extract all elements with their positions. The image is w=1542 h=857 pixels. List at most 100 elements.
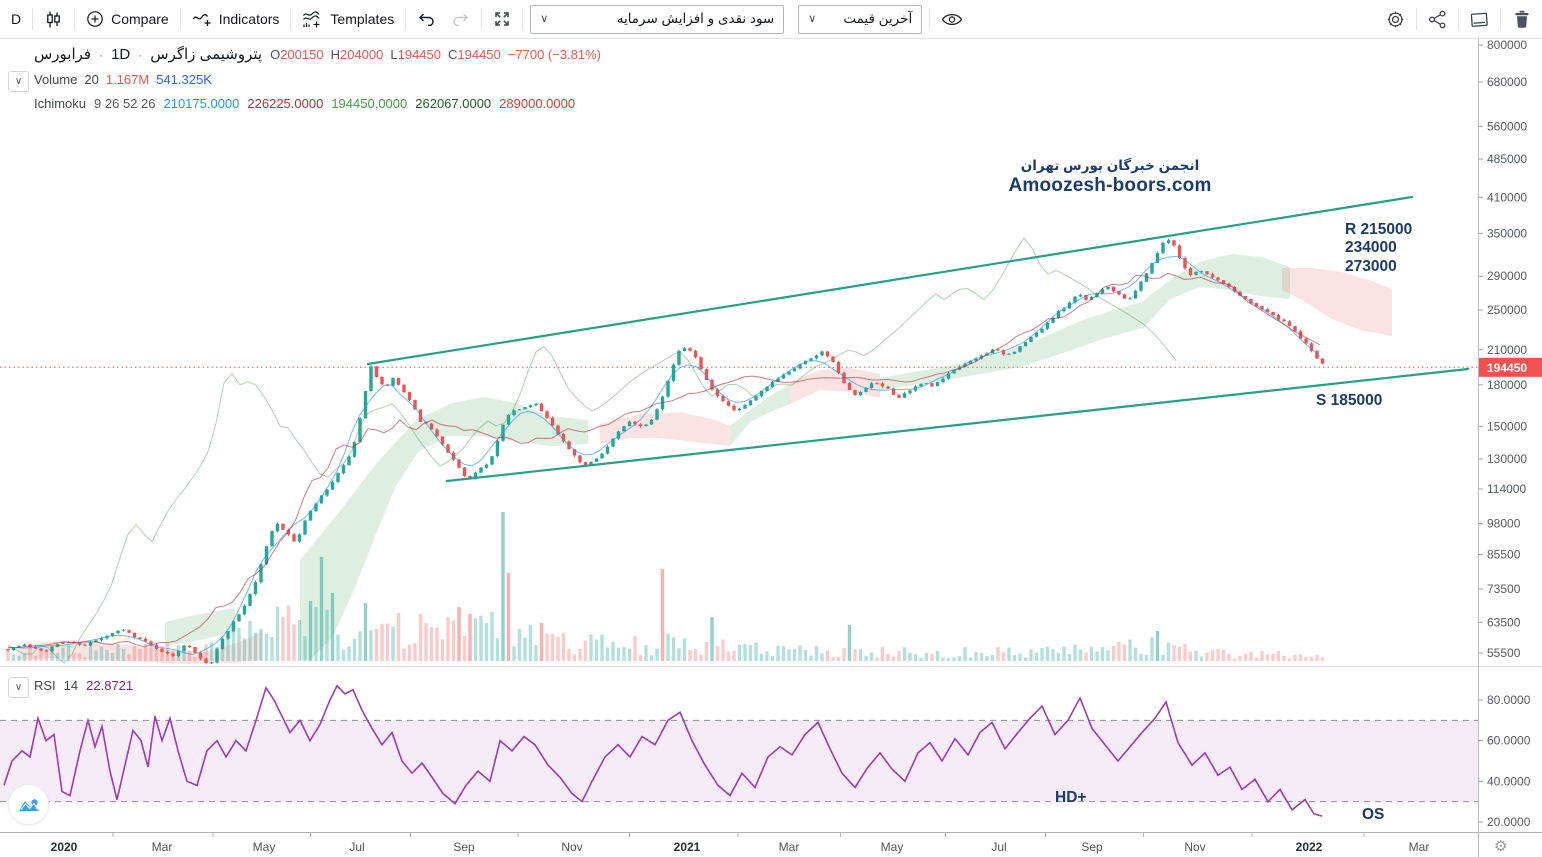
redo-button[interactable] (448, 0, 481, 38)
undo-button[interactable] (406, 0, 448, 38)
adjustments-dropdown[interactable]: ∨ سود نقدی و افزایش سرمایه (530, 4, 785, 34)
svg-text:410000: 410000 (1487, 190, 1527, 204)
volume-collapse-button[interactable]: ∨ (8, 71, 29, 92)
time-axis-settings-icon[interactable]: ⚙ (1494, 838, 1508, 855)
delete-button[interactable] (1501, 0, 1542, 38)
compare-label: Compare (111, 11, 169, 27)
indicators-label: Indicators (218, 11, 280, 27)
snapshot-button[interactable] (1459, 0, 1500, 38)
rsi-os-annotation[interactable]: OS (1362, 806, 1384, 824)
support-annotation[interactable]: S 185000 (1316, 392, 1382, 410)
open-label: O (270, 47, 281, 62)
fullscreen-button[interactable] (482, 0, 522, 38)
gear-icon (1386, 10, 1405, 29)
toolbar-separator (1458, 8, 1459, 30)
svg-text:680000: 680000 (1487, 75, 1527, 89)
svg-text:Mar: Mar (1409, 840, 1430, 854)
svg-text:290000: 290000 (1487, 269, 1527, 283)
svg-text:180000: 180000 (1487, 378, 1527, 392)
interval-button[interactable]: D (0, 0, 32, 38)
ichimoku-tenkan-value: 210175.0000 (163, 96, 240, 111)
rsi-collapse-button[interactable]: ∨ (8, 677, 29, 698)
exchange-name: فرابورس (34, 46, 92, 63)
chevron-down-icon: ∨ (540, 12, 549, 25)
svg-text:Nov: Nov (1184, 840, 1205, 854)
redo-icon (450, 12, 470, 26)
rsi-hd-label: HD+ (1055, 789, 1087, 806)
svg-text:2020: 2020 (51, 840, 78, 854)
svg-text:114000: 114000 (1487, 482, 1526, 496)
share-button[interactable] (1417, 0, 1458, 38)
price-mode-dropdown-value: آخرین قیمت (843, 11, 913, 26)
hide-drawings-button[interactable] (930, 0, 974, 38)
legend-separator: · (138, 48, 143, 62)
ichimoku-senkou-a-value: 262067.0000 (415, 96, 492, 111)
ichimoku-senkou-b-value: 289000.0000 (499, 96, 576, 111)
svg-text:Jul: Jul (349, 840, 364, 854)
svg-text:350000: 350000 (1487, 226, 1527, 240)
rsi-legend[interactable]: RSI 14 22.8721 (34, 678, 133, 693)
toolbar-separator (405, 8, 407, 30)
broker-logo (9, 785, 48, 824)
resistance-annotation[interactable]: R 215000 234000 273000 (1345, 221, 1412, 276)
support-level: S 185000 (1316, 392, 1383, 409)
rsi-os-label: OS (1362, 806, 1385, 823)
compare-icon (86, 10, 104, 28)
toolbar-separator (179, 8, 181, 30)
close-label: C (448, 47, 458, 62)
chevron-down-icon: ∨ (14, 682, 23, 693)
ichimoku-legend[interactable]: Ichimoku 9 26 52 26 210175.0000 226225.0… (34, 96, 575, 111)
resistance-level-1: R 215000 (1345, 221, 1413, 238)
price-mode-dropdown[interactable]: ∨ آخرین قیمت (798, 4, 923, 34)
toolbar-separator (1416, 8, 1417, 30)
ichimoku-indicator-name: Ichimoku (34, 96, 87, 111)
volume-indicator-name: Volume (34, 72, 78, 87)
settings-button[interactable] (1375, 0, 1416, 38)
rsi-length: 14 (63, 678, 79, 693)
svg-text:130000: 130000 (1487, 452, 1527, 466)
svg-text:Sep: Sep (1081, 840, 1103, 854)
resistance-level-2: 234000 (1345, 239, 1397, 257)
fullscreen-icon (493, 10, 511, 28)
low-value: 194450 (397, 47, 441, 62)
symbol-legend[interactable]: فرابورس · 1D · پتروشیمی زاگرس O200150 H2… (34, 45, 601, 63)
volume-ma-value: 1.167M (105, 72, 150, 87)
svg-text:194450: 194450 (1487, 361, 1527, 375)
rsi-hd-annotation[interactable]: HD+ (1055, 789, 1086, 807)
svg-text:May: May (253, 840, 276, 854)
toolbar-separator (1500, 8, 1501, 30)
symbol-name: پتروشیمی زاگرس (150, 46, 263, 63)
svg-text:Sep: Sep (453, 840, 475, 854)
ichimoku-kijun-value: 226225.0000 (247, 96, 324, 111)
ohlc-values: O200150 H204000 L194450 C194450 −7700 (−… (270, 47, 601, 62)
volume-value: 541.325K (156, 72, 212, 87)
svg-text:55500: 55500 (1487, 646, 1521, 660)
templates-button[interactable]: Templates (291, 0, 405, 38)
toolbar-separator (929, 8, 931, 30)
svg-text:63500: 63500 (1487, 615, 1521, 629)
ichimoku-params: 9 26 52 26 (94, 96, 156, 111)
resistance-level-3: 273000 (1345, 257, 1397, 275)
ichimoku-chikou-value: 194450.0000 (331, 96, 408, 111)
chevron-down-icon: ∨ (808, 12, 817, 25)
svg-text:150000: 150000 (1487, 419, 1527, 433)
low-label: L (390, 47, 398, 62)
svg-text:80.0000: 80.0000 (1487, 693, 1531, 707)
templates-label: Templates (330, 11, 395, 27)
svg-text:2021: 2021 (674, 840, 701, 854)
rsi-value: 22.8721 (86, 678, 134, 693)
change-value: −7700 (−3.81%) (507, 47, 602, 62)
watermark-persian-line: انجمن خبرگان بورس تهران (1020, 158, 1200, 173)
interval-label: D (11, 11, 22, 27)
volume-legend[interactable]: Volume 20 1.167M 541.325K (34, 72, 212, 87)
indicators-button[interactable]: Indicators (181, 0, 291, 38)
interval-value: 1D (111, 46, 131, 63)
candlestick-icon (44, 10, 63, 29)
snapshot-icon (1469, 10, 1490, 29)
high-label: H (330, 47, 340, 62)
compare-button[interactable]: Compare (75, 0, 180, 38)
indicators-icon (192, 10, 212, 28)
chart-style-button[interactable] (33, 0, 74, 38)
